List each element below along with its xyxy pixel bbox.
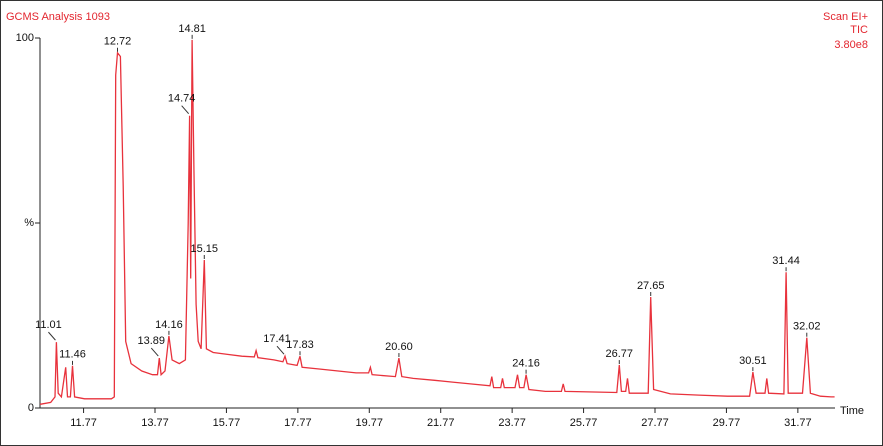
peak-label: 13.89 — [138, 335, 166, 347]
y-tick-label: 0 — [28, 402, 34, 414]
peak-label: 15.15 — [191, 243, 219, 255]
x-tick-label: 21.77 — [427, 417, 455, 429]
peak-label: 14.74 — [168, 93, 196, 105]
intensity: 3.80e8 — [834, 39, 868, 51]
x-tick-label: 29.77 — [713, 417, 741, 429]
trace-name: TIC — [850, 24, 868, 36]
peak-label: 11.46 — [59, 349, 86, 361]
peak-label: 26.77 — [606, 348, 634, 360]
peak-label: 17.41 — [263, 333, 291, 345]
peak-label: 20.60 — [385, 341, 413, 353]
peak-leader — [276, 345, 285, 355]
x-tick-label: 23.77 — [498, 417, 526, 429]
y-tick-label: % — [24, 217, 34, 229]
peak-leader — [48, 331, 56, 341]
peak-label: 17.83 — [286, 339, 314, 351]
x-tick-label: 19.77 — [356, 417, 384, 429]
peak-leader — [150, 347, 159, 357]
x-tick-label: 17.77 — [284, 417, 312, 429]
x-tick-label: 13.77 — [141, 417, 169, 429]
peak-label: 31.44 — [772, 255, 800, 267]
peak-leader — [181, 105, 190, 115]
peak-label: 30.51 — [739, 355, 767, 367]
peak-label: 11.01 — [35, 319, 62, 331]
y-tick-label: 100 — [16, 32, 34, 44]
peak-label: 24.16 — [512, 358, 540, 370]
chart-title: GCMS Analysis 1093 — [6, 11, 110, 23]
x-tick-label: 11.77 — [70, 417, 97, 429]
scan-mode: Scan EI+ — [823, 11, 868, 23]
peak-label: 27.65 — [637, 280, 665, 292]
x-tick-label: 25.77 — [570, 417, 598, 429]
chromatogram-trace — [39, 39, 835, 405]
x-tick-label: 31.77 — [784, 417, 812, 429]
peak-label: 12.72 — [104, 36, 132, 48]
x-tick-label: 15.77 — [213, 417, 241, 429]
peak-label: 14.16 — [155, 319, 183, 331]
x-tick-label: 27.77 — [641, 417, 669, 429]
peak-label: 14.81 — [178, 23, 206, 35]
peak-label: 32.02 — [793, 321, 821, 333]
x-axis-label: Time — [840, 405, 864, 417]
